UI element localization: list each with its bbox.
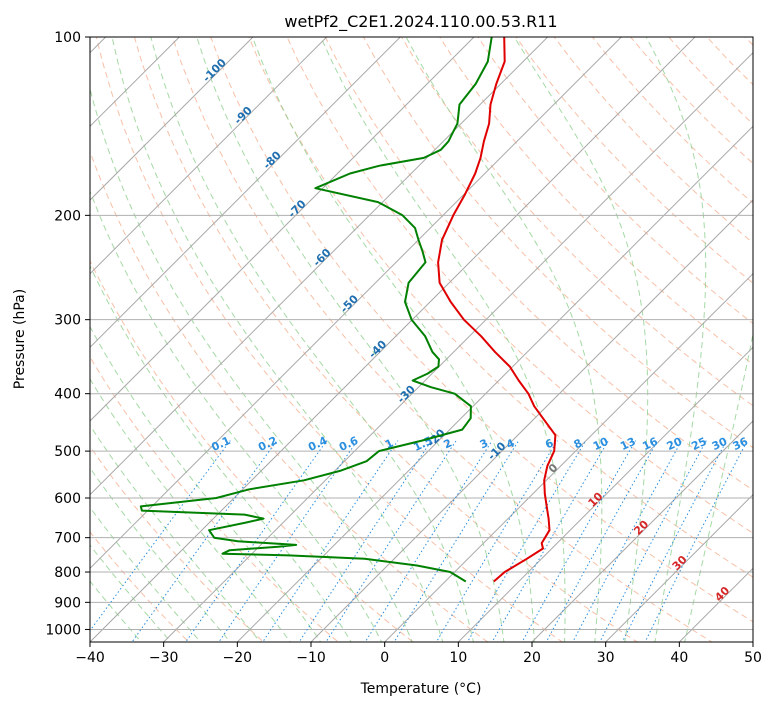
mixing-ratio-line [644, 440, 748, 642]
mixing-ratio-label: 16 [640, 435, 660, 453]
dry-adiabat-line [133, 37, 638, 642]
y-tick-label: 300 [54, 313, 81, 329]
y-tick-label: 600 [54, 491, 81, 507]
mixing-ratio-line [621, 440, 728, 642]
isotherm-line [383, 272, 753, 642]
isotherm-line [90, 37, 475, 422]
y-tick-label: 400 [54, 387, 81, 403]
dry-adiabat-line [439, 37, 753, 365]
isotherm-line [90, 37, 623, 570]
mixing-ratio-line [435, 440, 558, 642]
dry-adiabat-line [172, 37, 713, 642]
isotherm-line [236, 125, 753, 642]
moist-adiabat-line [90, 325, 322, 642]
mixing-ratio-line [298, 440, 432, 642]
x-tick-label: 0 [380, 650, 389, 666]
mixing-ratio-label: 36 [731, 435, 751, 453]
y-tick-label: 900 [54, 595, 81, 611]
temperature-profile [437, 37, 557, 583]
moist-adiabat-line [320, 37, 566, 642]
dry-adiabat-line [286, 37, 753, 534]
mixing-ratio-line [325, 440, 457, 642]
moist-adiabat-line [90, 189, 383, 642]
y-tick-label: 700 [54, 531, 81, 547]
dry-adiabat-line [210, 37, 753, 623]
x-tick-label: 30 [597, 650, 615, 666]
isotherm-line [310, 199, 753, 642]
mixing-ratio-label: 25 [689, 435, 708, 453]
isotherm-line [457, 346, 753, 642]
x-tick-label: −20 [223, 650, 253, 666]
isotherm-line [90, 37, 696, 642]
isotherm-line [604, 493, 753, 642]
x-tick-label: −10 [296, 650, 326, 666]
mixing-ratio-label: 20 [665, 435, 685, 453]
moist-adiabat-line [251, 37, 535, 642]
mixing-ratio-line [466, 440, 587, 642]
mixing-ratio-line [572, 440, 683, 642]
y-tick-label: 200 [54, 208, 81, 224]
y-tick-label: 500 [54, 444, 81, 460]
mixing-ratio-line [545, 440, 659, 642]
chart-title: wetPf2_C2E1.2024.110.00.53.R11 [284, 12, 557, 32]
moist-adiabat-line [684, 331, 753, 642]
dewpoint-profile [139, 37, 493, 583]
mixing-ratio-line [364, 440, 493, 642]
x-tick-label: 40 [670, 650, 688, 666]
moist-adiabat-line [150, 37, 474, 642]
dry-adiabat-line [90, 445, 265, 642]
x-tick-label: 20 [523, 650, 541, 666]
x-tick-label: −40 [75, 650, 105, 666]
x-tick-label: −30 [149, 650, 179, 666]
y-tick-label: 100 [54, 30, 81, 46]
y-axis-label: Pressure (hPa) [12, 289, 28, 389]
moist-adiabat-line [513, 37, 649, 642]
series-layer [139, 37, 557, 583]
mixing-ratio-label: 13 [618, 435, 637, 453]
dry-adiabat-line [248, 37, 753, 578]
isotherm-line [162, 51, 753, 642]
isotherm-line [90, 37, 328, 275]
isotherm-line [531, 420, 753, 642]
y-tick-label: 800 [54, 565, 81, 581]
dry-adiabat-line [90, 259, 414, 642]
moist-adiabat-line [645, 37, 707, 642]
isotherm-line [90, 37, 549, 496]
isotherm-line [90, 37, 181, 128]
x-axis-label: Temperature (°C) [360, 681, 482, 697]
mixing-ratio-line [599, 440, 707, 642]
mixing-ratio-label: 30 [710, 435, 730, 453]
dry-adiabat-line [90, 356, 340, 642]
moist-adiabat-line [405, 37, 603, 642]
moist-adiabat-line [90, 580, 142, 642]
mixing-ratio-label: 10 [591, 435, 611, 453]
mixing-ratio-line [491, 440, 609, 642]
x-tick-label: 50 [744, 650, 762, 666]
mixing-ratio-line [521, 440, 637, 642]
dry-adiabat-line [90, 531, 190, 642]
y-axis: 100 200 300 400 500 600 700 800 900 1000 [45, 30, 90, 638]
isotherm-line [90, 37, 402, 349]
isotherm-line [90, 37, 254, 201]
y-tick-label: 1000 [45, 622, 81, 638]
mixing-ratio-line [262, 440, 399, 642]
plot-frame [89, 36, 754, 643]
dry-adiabat-line [95, 37, 564, 642]
dry-adiabat-line [401, 37, 753, 407]
grid-layer [90, 37, 753, 642]
x-axis: −40 −30 −20 −10 0 10 20 30 40 50 [75, 642, 762, 666]
x-tick-label: 10 [449, 650, 467, 666]
moist-adiabat-line [90, 506, 202, 642]
